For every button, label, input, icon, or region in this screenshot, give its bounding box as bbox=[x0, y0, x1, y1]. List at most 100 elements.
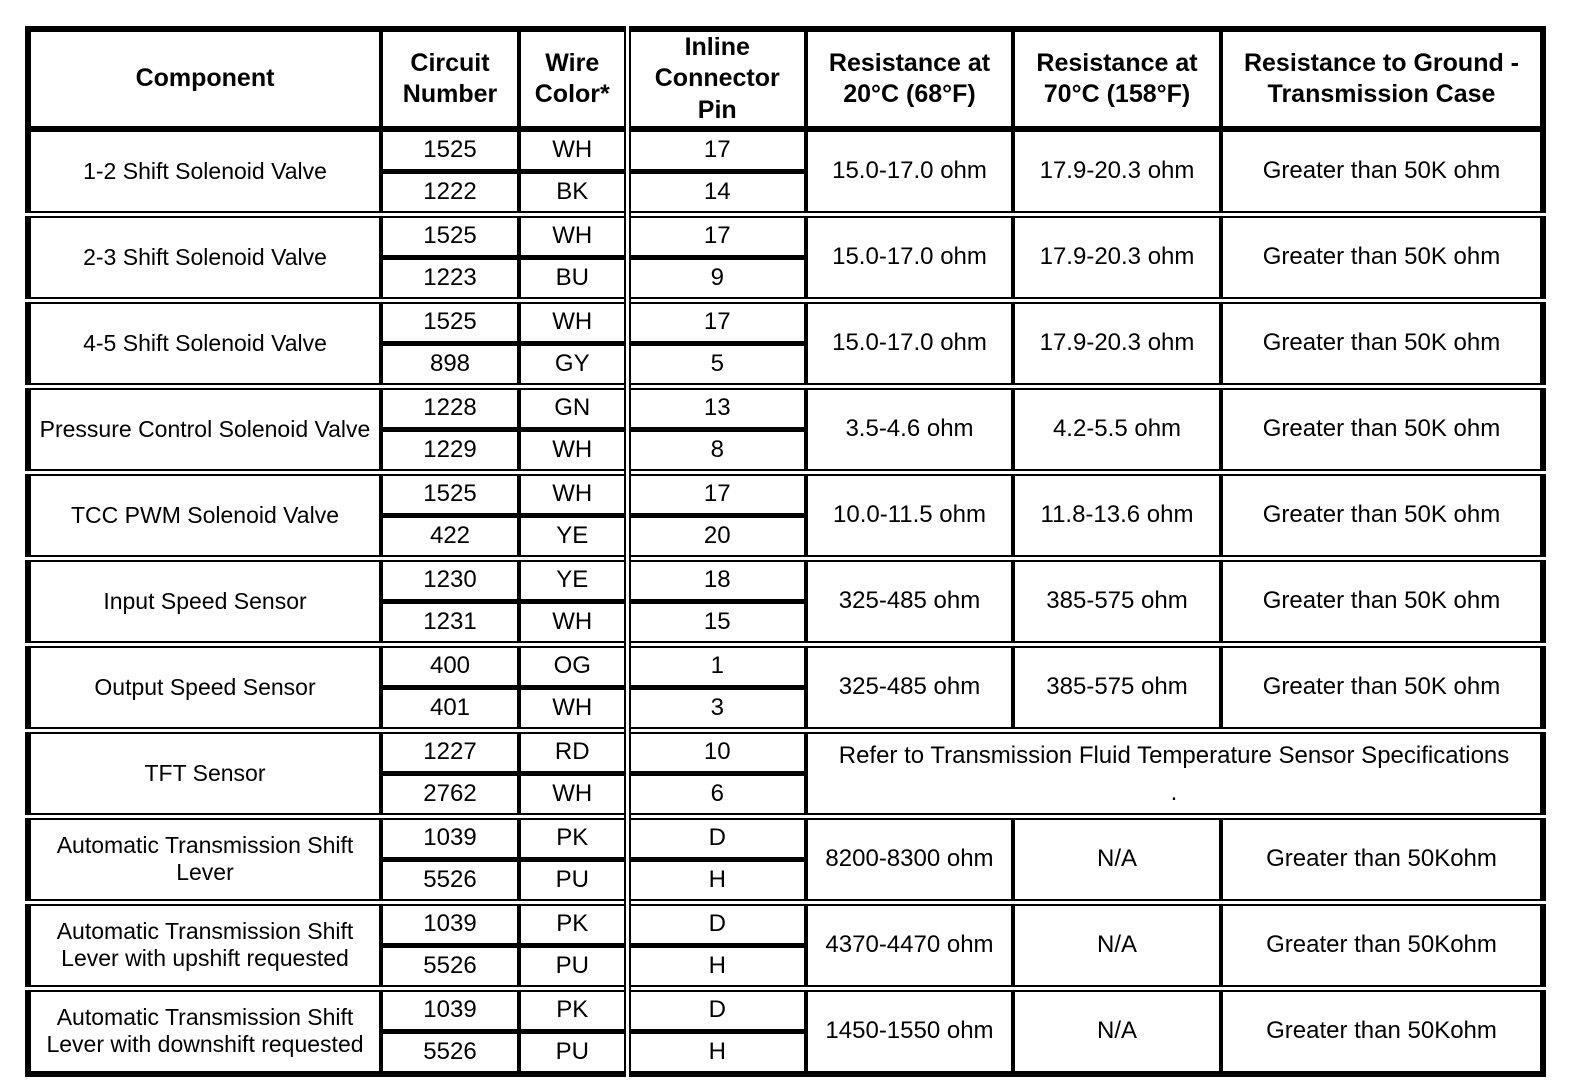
wire-color-cell: PK bbox=[517, 984, 629, 1034]
resistance-70c-cell: 17.9-20.3 ohm bbox=[1011, 296, 1223, 389]
circuit-number-cell: 5526 bbox=[379, 942, 521, 991]
resistance-70c-cell: 17.9-20.3 ohm bbox=[1011, 126, 1223, 217]
table-subrow: 422 YE 20 bbox=[28, 512, 1543, 561]
wire-color-cell: YE bbox=[517, 554, 629, 604]
circuit-number-cell: 1230 bbox=[379, 554, 521, 604]
wire-color-cell: WH bbox=[517, 770, 629, 819]
connector-pin-cell: 8 bbox=[623, 426, 808, 475]
connector-pin-cell: H bbox=[623, 856, 808, 905]
table-body: 1-2 Shift Solenoid Valve 1525 WH 17 15.0-17.… bbox=[26, 126, 1545, 1076]
connector-pin-cell: 1 bbox=[623, 640, 808, 690]
resistance-ground-cell: Greater than 50K ohm bbox=[1219, 468, 1545, 561]
circuit-number-cell: 1223 bbox=[379, 254, 521, 303]
circuit-number-cell: 1228 bbox=[379, 382, 521, 432]
component-cell: Output Speed Sensor bbox=[26, 640, 383, 733]
table-row: Automatic Transmission Shift Lever with … bbox=[26, 898, 1545, 991]
table-subrow: 5526 PU H bbox=[28, 856, 1543, 905]
header-circuit-number: Circuit Number bbox=[379, 27, 521, 132]
resistance-ground-cell: Greater than 50K ohm bbox=[1219, 210, 1545, 303]
connector-pin-cell: 20 bbox=[623, 512, 808, 561]
table-subrow: 1222 BK 14 bbox=[28, 168, 1543, 217]
resistance-70c-cell: 11.8-13.6 ohm bbox=[1011, 468, 1223, 561]
component-cell: TFT Sensor bbox=[26, 726, 383, 819]
wire-color-cell: RD bbox=[517, 726, 629, 776]
header-wire-color: Wire Color* bbox=[517, 27, 629, 132]
resistance-70c-cell: 385-575 ohm bbox=[1011, 640, 1223, 733]
wire-color-cell: OG bbox=[517, 640, 629, 690]
circuit-number-cell: 1525 bbox=[379, 296, 521, 346]
circuit-number-cell: 1039 bbox=[379, 812, 521, 862]
component-cell: Input Speed Sensor bbox=[26, 554, 383, 647]
merged-note-cell: Refer to Transmission Fluid Temperature … bbox=[804, 726, 1545, 819]
header-resistance-70c: Resistance at 70°C (158°F) bbox=[1011, 27, 1223, 132]
resistance-ground-cell: Greater than 50K ohm bbox=[1219, 640, 1545, 733]
table-row: Input Speed Sensor 1230 YE 18 325-485 ohm 385… bbox=[26, 554, 1545, 647]
component-cell: 4-5 Shift Solenoid Valve bbox=[26, 296, 383, 389]
resistance-20c-cell: 15.0-17.0 ohm bbox=[804, 126, 1015, 217]
circuit-number-cell: 1231 bbox=[379, 598, 521, 647]
merged-note-text: Refer to Transmission Fluid Temperature … bbox=[838, 741, 1510, 769]
connector-pin-cell: 5 bbox=[623, 340, 808, 389]
table-row: 4-5 Shift Solenoid Valve 1525 WH 17 15.0-17.… bbox=[26, 296, 1545, 389]
table-subrow: 1231 WH 15 bbox=[28, 598, 1543, 647]
wire-color-cell: WH bbox=[517, 210, 629, 260]
resistance-20c-cell: 3.5-4.6 ohm bbox=[804, 382, 1015, 475]
connector-pin-cell: 13 bbox=[623, 382, 808, 432]
resistance-20c-cell: 325-485 ohm bbox=[804, 554, 1015, 647]
connector-pin-cell: 17 bbox=[623, 126, 808, 174]
connector-pin-cell: D bbox=[623, 984, 808, 1034]
table-subrow: 1223 BU 9 bbox=[28, 254, 1543, 303]
connector-pin-cell: 14 bbox=[623, 168, 808, 217]
component-cell: Automatic Transmission Shift Lever with … bbox=[26, 984, 383, 1076]
resistance-ground-cell: Greater than 50Kohm bbox=[1219, 898, 1545, 991]
circuit-number-cell: 1039 bbox=[379, 898, 521, 948]
resistance-20c-cell: 4370-4470 ohm bbox=[804, 898, 1015, 991]
wire-color-cell: PK bbox=[517, 812, 629, 862]
circuit-number-cell: 5526 bbox=[379, 1028, 521, 1076]
connector-pin-cell: 18 bbox=[623, 554, 808, 604]
resistance-70c-cell: N/A bbox=[1011, 984, 1223, 1076]
table-row: 2-3 Shift Solenoid Valve 1525 WH 17 15.0-17.… bbox=[26, 210, 1545, 303]
wire-color-cell: WH bbox=[517, 126, 629, 174]
circuit-number-cell: 1222 bbox=[379, 168, 521, 217]
resistance-ground-cell: Greater than 50K ohm bbox=[1219, 554, 1545, 647]
circuit-number-cell: 1229 bbox=[379, 426, 521, 475]
wire-color-cell: YE bbox=[517, 512, 629, 561]
connector-pin-cell: H bbox=[623, 1028, 808, 1076]
resistance-20c-cell: 15.0-17.0 ohm bbox=[804, 296, 1015, 389]
wire-color-cell: BK bbox=[517, 168, 629, 217]
component-cell: 2-3 Shift Solenoid Valve bbox=[26, 210, 383, 303]
table-row: TFT Sensor 1227 RD 10 Refer to Transmission … bbox=[26, 726, 1545, 819]
circuit-number-cell: 401 bbox=[379, 684, 521, 733]
connector-pin-cell: 3 bbox=[623, 684, 808, 733]
resistance-ground-cell: Greater than 50K ohm bbox=[1219, 382, 1545, 475]
resistance-20c-cell: 1450-1550 ohm bbox=[804, 984, 1015, 1076]
connector-pin-cell: 6 bbox=[623, 770, 808, 819]
wire-color-cell: PU bbox=[517, 1028, 629, 1076]
connector-pin-cell: 9 bbox=[623, 254, 808, 303]
wire-color-cell: WH bbox=[517, 426, 629, 475]
wire-color-cell: GN bbox=[517, 382, 629, 432]
wire-color-cell: WH bbox=[517, 296, 629, 346]
resistance-20c-cell: 325-485 ohm bbox=[804, 640, 1015, 733]
table-row: 1-2 Shift Solenoid Valve 1525 WH 17 15.0-17.… bbox=[26, 126, 1545, 217]
table-row: Automatic Transmission Shift Lever with … bbox=[26, 984, 1545, 1076]
resistance-spec-table: Component Circuit Number Wire Color* Inl… bbox=[25, 26, 1546, 1077]
resistance-20c-cell: 8200-8300 ohm bbox=[804, 812, 1015, 905]
table-row: Pressure Control Solenoid Valve 1228 GN 13 3… bbox=[26, 382, 1545, 475]
table-header: Component Circuit Number Wire Color* Inl… bbox=[26, 27, 1545, 132]
circuit-number-cell: 898 bbox=[379, 340, 521, 389]
connector-pin-cell: D bbox=[623, 812, 808, 862]
component-cell: Automatic Transmission Shift Lever bbox=[26, 812, 383, 905]
resistance-70c-cell: N/A bbox=[1011, 898, 1223, 991]
component-cell: Pressure Control Solenoid Valve bbox=[26, 382, 383, 475]
table-row: Automatic Transmission Shift Lever 1039 PK… bbox=[26, 812, 1545, 905]
connector-pin-cell: 17 bbox=[623, 210, 808, 260]
wire-color-cell: WH bbox=[517, 684, 629, 733]
table-subrow: 5526 PU H bbox=[28, 942, 1543, 991]
table-subrow: 1229 WH 8 bbox=[28, 426, 1543, 475]
resistance-ground-cell: Greater than 50Kohm bbox=[1219, 812, 1545, 905]
table-subrow: 2762 WH 6 bbox=[28, 770, 1543, 819]
circuit-number-cell: 2762 bbox=[379, 770, 521, 819]
